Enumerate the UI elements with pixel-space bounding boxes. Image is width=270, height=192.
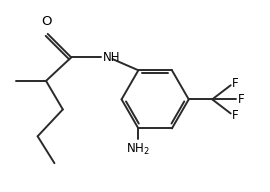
Text: F: F	[232, 77, 239, 90]
Text: NH: NH	[103, 51, 121, 64]
Text: F: F	[232, 109, 239, 122]
Text: O: O	[41, 15, 51, 28]
Text: NH$_2$: NH$_2$	[126, 142, 150, 157]
Text: F: F	[238, 93, 244, 106]
